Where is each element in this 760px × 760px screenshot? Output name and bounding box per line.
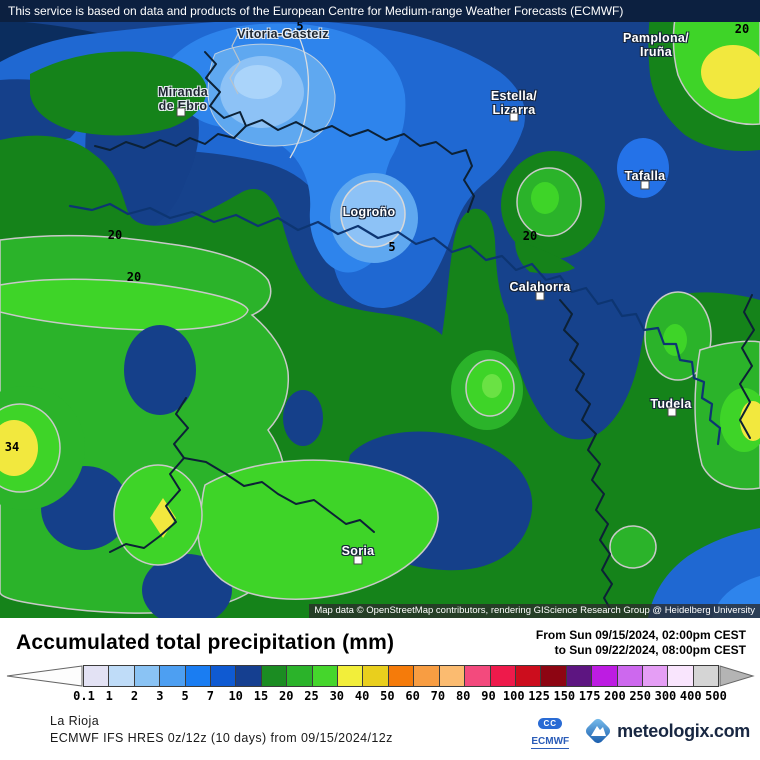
place-marker-estella-lizarra — [509, 112, 519, 122]
color-scale-bar — [83, 665, 719, 687]
map-canvas — [0, 0, 760, 618]
scale-cell-20 — [592, 666, 618, 686]
scale-cell-17 — [515, 666, 542, 686]
scale-cell-15 — [465, 666, 491, 686]
ecmwf-notice-bar: This service is based on data and produc… — [0, 0, 760, 22]
contour-label-5: 5 — [388, 240, 396, 254]
scale-label-125: 125 — [528, 689, 550, 703]
scale-cell-18 — [541, 666, 567, 686]
scale-label-150: 150 — [553, 689, 576, 703]
legend-panel: Accumulated total precipitation (mm) Fro… — [0, 618, 760, 760]
place-label-tudela: Tudela — [650, 397, 692, 411]
scale-label-70: 70 — [430, 689, 446, 703]
scale-cell-6 — [236, 666, 262, 686]
place-marker-soria — [353, 555, 363, 565]
model-info: ECMWF IFS HRES 0z/12z (10 days) from 09/… — [50, 731, 393, 745]
scale-cell-4 — [185, 666, 212, 686]
color-scale-labels: 0.1 1 2 3 5 7 10 15 20 25 30 40 50 60 70 80 90 100 125 150 1… — [73, 689, 727, 705]
contour-label-6: 34 — [4, 440, 20, 454]
period-to: to Sun 09/22/2024, 08:00pm CEST — [554, 643, 746, 657]
scale-label-30: 30 — [329, 689, 345, 703]
scale-arrow-right-icon — [719, 665, 755, 687]
scale-cell-9 — [312, 666, 339, 686]
page-title: Accumulated total precipitation (mm) — [16, 631, 395, 654]
place-label-logrono: Logroño — [342, 205, 396, 219]
place-label-miranda-de-ebro: Miranda de Ebro — [157, 85, 209, 113]
place-label-pamplona-iruna: Pamplona/Iruña — [623, 31, 689, 59]
contour-label-4: 20 — [522, 229, 538, 243]
meteologix-logo[interactable]: meteologix.com — [583, 716, 750, 746]
contour-label-0: 5 — [296, 19, 304, 33]
scale-cell-12 — [388, 666, 415, 686]
forecast-period: From Sun 09/15/2024, 02:00pm CEST to Sun… — [536, 628, 746, 658]
scale-label-2: 2 — [130, 689, 139, 703]
footer: La Rioja ECMWF IFS HRES 0z/12z (10 days)… — [0, 705, 760, 749]
scale-label-5: 5 — [181, 689, 189, 703]
scale-label-80: 80 — [455, 689, 471, 703]
contour-label-3: 20 — [126, 270, 142, 284]
scale-label-0.1: 0.1 — [73, 689, 95, 703]
contour-label-2: 20 — [107, 228, 123, 242]
scale-label-50: 50 — [380, 689, 395, 703]
ecmwf-logo-icon: CC — [538, 718, 563, 729]
scale-cell-5 — [211, 666, 237, 686]
scale-label-400: 400 — [679, 689, 702, 703]
scale-label-500: 500 — [705, 689, 727, 703]
scale-label-200: 200 — [604, 689, 626, 703]
place-label-soria: Soria — [341, 544, 375, 558]
scale-label-300: 300 — [654, 689, 677, 703]
place-marker-miranda-de-ebro — [176, 107, 186, 117]
scale-cell-21 — [617, 666, 643, 686]
scale-label-250: 250 — [629, 689, 651, 703]
contour-label-1: 20 — [734, 22, 750, 36]
scale-arrow-left-icon — [6, 665, 83, 687]
scale-cell-23 — [668, 666, 694, 686]
scale-cell-24 — [693, 666, 719, 686]
scale-cell-7 — [261, 666, 288, 686]
ecmwf-logo-label: ECMWF — [531, 736, 570, 749]
scale-cell-22 — [642, 666, 669, 686]
scale-label-15: 15 — [253, 689, 269, 703]
period-from: From Sun 09/15/2024, 02:00pm CEST — [535, 628, 746, 642]
meteologix-logo-text: meteologix.com — [617, 720, 750, 741]
scale-label-10: 10 — [228, 689, 243, 703]
map-attribution: Map data © OpenStreetMap contributors, r… — [309, 604, 760, 618]
place-label-estella-lizarra: Estella/Lizarra — [490, 89, 538, 117]
scale-cell-16 — [490, 666, 516, 686]
scale-cell-11 — [363, 666, 389, 686]
scale-label-1: 1 — [105, 689, 113, 703]
color-scale — [5, 665, 755, 687]
scale-label-25: 25 — [304, 689, 319, 703]
place-label-tafalla: Tafalla — [624, 169, 666, 183]
region-name: La Rioja — [50, 714, 100, 728]
scale-cell-10 — [338, 666, 364, 686]
scale-label-40: 40 — [354, 689, 370, 703]
scale-cell-8 — [287, 666, 313, 686]
scale-label-3: 3 — [156, 689, 164, 703]
scale-cell-19 — [566, 666, 593, 686]
scale-label-175: 175 — [578, 689, 601, 703]
meteologix-diamond-icon — [586, 718, 611, 744]
scale-label-90: 90 — [481, 689, 496, 703]
place-marker-calahorra — [535, 291, 545, 301]
ecmwf-logo[interactable]: CC ECMWF — [531, 713, 570, 749]
scale-cell-13 — [414, 666, 440, 686]
scale-cell-3 — [160, 666, 186, 686]
place-marker-tafalla — [640, 180, 650, 190]
place-label-vitoria-gasteiz: Vitoria-Gasteiz — [237, 27, 329, 41]
scale-label-7: 7 — [206, 689, 215, 703]
scale-label-60: 60 — [405, 689, 420, 703]
scale-cell-0 — [84, 666, 110, 686]
scale-label-100: 100 — [502, 689, 525, 703]
scale-cell-14 — [439, 666, 466, 686]
place-label-calahorra: Calahorra — [509, 280, 571, 294]
place-marker-tudela — [667, 407, 677, 417]
scale-cell-1 — [109, 666, 135, 686]
map-labels-layer: Vitoria-Gasteiz Miranda de Ebro Pamplona/Ir… — [4, 19, 750, 565]
precipitation-map: This service is based on data and produc… — [0, 0, 760, 618]
scale-label-20: 20 — [279, 689, 294, 703]
scale-cell-2 — [134, 666, 161, 686]
